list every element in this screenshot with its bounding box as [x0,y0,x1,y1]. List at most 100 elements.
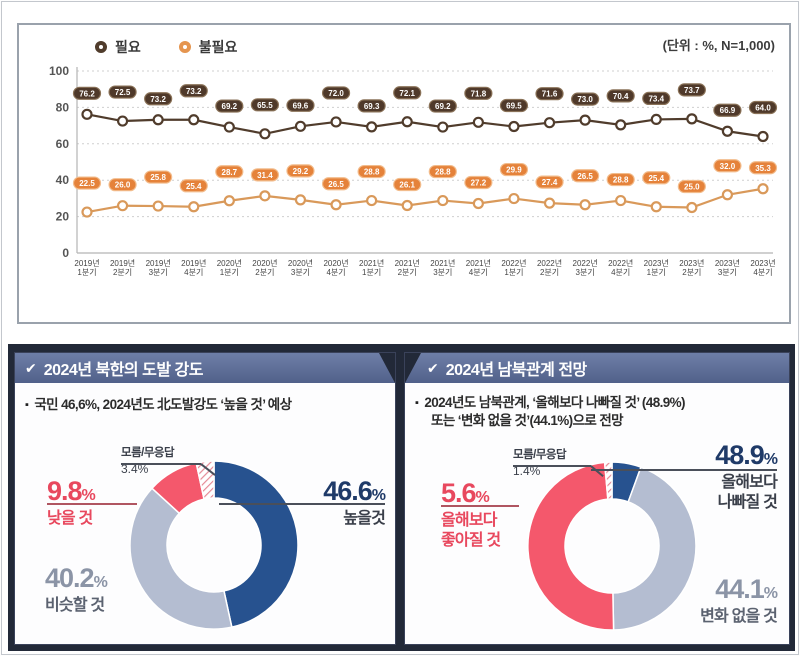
svg-text:20: 20 [56,210,70,224]
legend-item-unnecessary: 불필요 [178,37,238,57]
svg-text:26.5: 26.5 [577,172,593,181]
svg-text:70.4: 70.4 [613,92,629,101]
panel-title: 2024년 북한의 도발 강도 [43,362,204,379]
trend-chart-panel: 필요 불필요 (단위 : %, N=1,000) 100 80 60 40 20 0 201… [17,23,791,324]
svg-text:100: 100 [49,64,69,78]
svg-text:76.2: 76.2 [79,89,95,98]
svg-text:26.1: 26.1 [399,180,415,189]
svg-text:60: 60 [56,137,70,151]
callout-nochange: 44.1% 변화 없을 것 [700,574,778,626]
svg-text:28.8: 28.8 [435,168,451,177]
svg-text:69.2: 69.2 [435,102,451,111]
svg-text:65.5: 65.5 [257,101,273,110]
panel-title: 2024년 남북관계 전망 [445,362,588,379]
bullet-icon: ▪ [415,397,419,409]
unit-note: (단위 : %, N=1,000) [662,38,775,53]
svg-text:22.5: 22.5 [79,179,95,188]
svg-text:73.2: 73.2 [186,87,202,96]
svg-text:29.9: 29.9 [506,166,522,175]
svg-text:80: 80 [56,100,70,114]
provocation-donut-chart [114,445,314,645]
svg-text:28.8: 28.8 [613,176,629,185]
svg-text:0: 0 [62,246,69,260]
svg-text:73.4: 73.4 [648,94,664,103]
svg-text:25.8: 25.8 [150,173,166,182]
fold-decoration [379,353,395,383]
callout-similar: 40.2% 비슷할 것 [45,563,108,615]
panel-bullet-text-line2: 또는 ‘변화 없을 것’(44.1%)으로 전망 [431,413,624,428]
relations-donut-chart [512,446,712,646]
callout-unknown: 모름/무응답 1.4% [513,449,567,479]
panel-bullet-text: ▪ 국민 46,6%, 2024년도 北도발강도 ‘높을 것’ 예상 [25,397,292,412]
callout-worse: 48.9% 올해보다 나빠질 것 [715,440,778,512]
callout-better: 5.6% 올해보다 좋아질 것 [441,478,501,550]
svg-text:29.2: 29.2 [293,167,309,176]
provocation-panel-body: ▪ 국민 46,6%, 2024년도 北도발강도 ‘높을 것’ 예상 모름/무응답… [15,383,395,643]
svg-text:71.8: 71.8 [471,89,487,98]
svg-text:28.7: 28.7 [222,168,238,177]
callout-unknown: 모름/무응답 3.4% [121,447,175,477]
svg-text:69.6: 69.6 [293,101,309,110]
svg-text:25.4: 25.4 [648,174,664,183]
relations-panel: ✔ 2024년 남북관계 전망 ▪ 2024년도 남북관계, ‘올해보다 나빠질 … [404,352,790,645]
callout-high: 46.6% 높을것 [323,476,386,528]
svg-text:27.2: 27.2 [471,178,487,187]
svg-text:73.0: 73.0 [577,95,593,104]
svg-text:25.0: 25.0 [684,183,700,192]
svg-text:26.5: 26.5 [328,180,344,189]
svg-text:69.5: 69.5 [506,102,522,111]
svg-text:72.0: 72.0 [328,89,344,98]
check-icon: ✔ [427,360,439,376]
callout-low: 9.8% 낮을 것 [47,476,96,528]
svg-text:72.5: 72.5 [115,88,131,97]
svg-text:28.8: 28.8 [364,168,380,177]
svg-text:66.9: 66.9 [720,106,736,115]
svg-text:69.2: 69.2 [222,102,238,111]
svg-text:40: 40 [56,173,70,187]
unnecessary-series-marker-icon [178,41,191,53]
check-icon: ✔ [25,360,37,376]
svg-text:35.3: 35.3 [755,164,771,173]
svg-text:32.0: 32.0 [720,162,736,171]
provocation-panel: ✔ 2024년 북한의 도발 강도 ▪ 국민 46,6%, 2024년도 北도발강… [14,352,396,645]
svg-text:25.4: 25.4 [186,182,202,191]
legend-item-required: 필요 [95,37,141,57]
chart-legend: 필요 불필요 [95,37,237,57]
trend-line-chart: 100 80 60 40 20 0 2019년 1분기 2019년 2분기 2019년 3분기 2019… [27,61,781,317]
provocation-panel-header: ✔ 2024년 북한의 도발 강도 [15,353,395,383]
svg-text:69.3: 69.3 [364,102,380,111]
legend-label: 필요 [115,39,141,55]
bottom-section: ✔ 2024년 북한의 도발 강도 ▪ 국민 46,6%, 2024년도 北도발강… [8,344,795,651]
svg-text:64.0: 64.0 [755,104,771,113]
svg-text:71.6: 71.6 [542,90,558,99]
svg-text:27.4: 27.4 [542,178,558,187]
panel-bullet-text: ▪ 2024년도 남북관계, ‘올해보다 나빠질 것’ (48.9%) [415,395,686,410]
required-series-marker-icon [95,41,107,53]
relations-panel-body: ▪ 2024년도 남북관계, ‘올해보다 나빠질 것’ (48.9%) 또는 ‘변… [405,383,789,643]
svg-text:72.1: 72.1 [399,89,415,98]
bullet-icon: ▪ [25,399,29,411]
svg-text:73.7: 73.7 [684,86,700,95]
svg-text:26.0: 26.0 [115,181,131,190]
legend-label: 불필요 [198,39,238,55]
